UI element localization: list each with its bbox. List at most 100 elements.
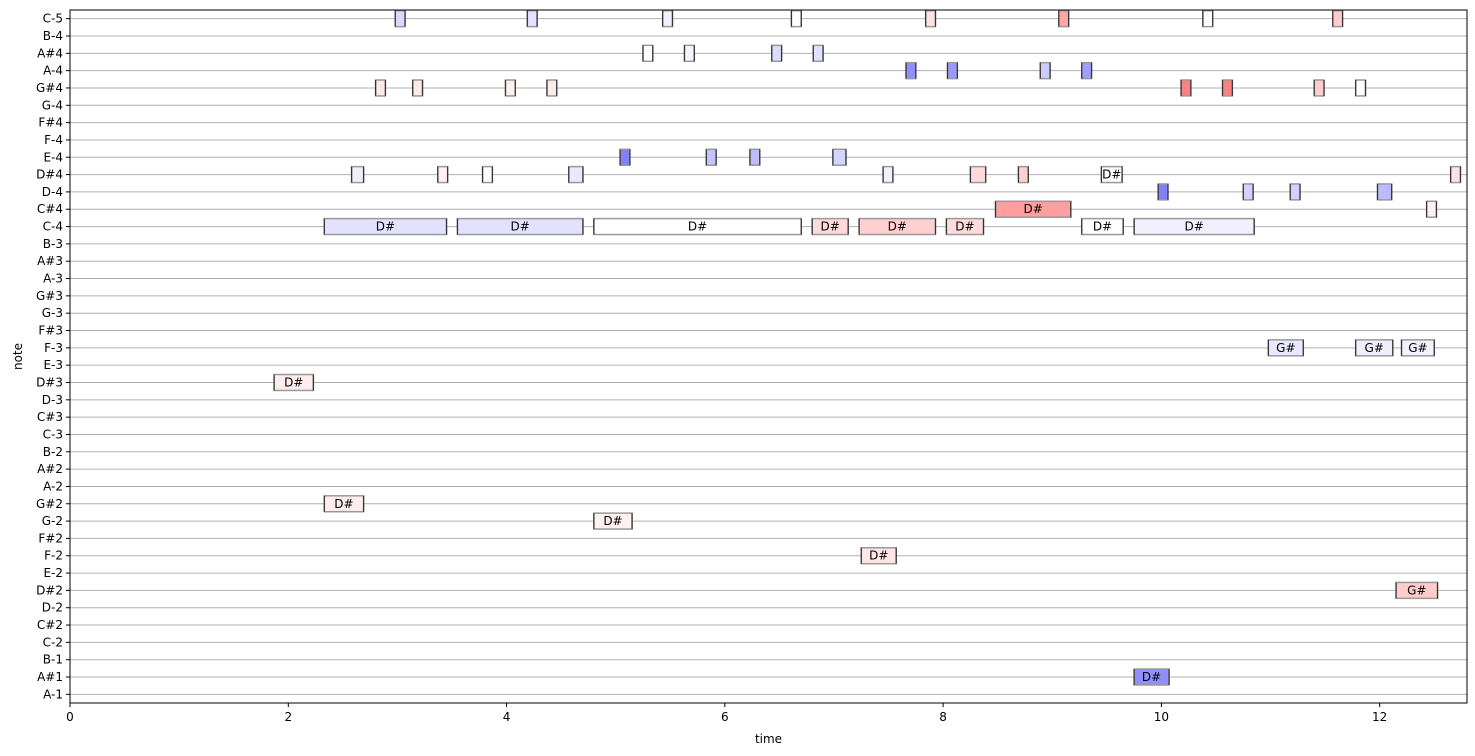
y-tick-label: A-1: [43, 687, 63, 701]
note-block: [705, 148, 717, 166]
y-tick-label: G-3: [42, 306, 63, 320]
note-block: [1376, 183, 1393, 201]
y-tick-label: D-4: [42, 185, 63, 199]
note-block: [1313, 79, 1325, 97]
y-tick-label: C#2: [37, 618, 63, 632]
y-tick-label: G-2: [42, 514, 63, 528]
y-tick-label: A#2: [37, 462, 63, 476]
note-block: [1039, 61, 1051, 80]
x-axis-label: time: [755, 732, 782, 746]
x-tick-label: 8: [939, 710, 947, 724]
note-block: [812, 44, 824, 63]
y-tick-label: A#1: [37, 670, 63, 684]
y-tick-label: E-4: [43, 150, 63, 164]
y-tick-label: C#4: [37, 202, 63, 216]
note-block: [437, 165, 449, 184]
y-tick-label: F-4: [44, 133, 63, 147]
note-block: [1449, 165, 1462, 184]
y-tick-label: G#3: [36, 289, 63, 303]
note-label: D#: [1142, 670, 1161, 684]
note-block: [905, 61, 917, 80]
note-label: D#: [1102, 168, 1121, 182]
note-label: D#: [1185, 220, 1204, 234]
y-tick-label: C-2: [43, 635, 63, 649]
y-tick-label: D#4: [36, 168, 63, 182]
note-block: [1425, 200, 1438, 218]
note-block: [1354, 79, 1367, 97]
y-tick-label: F#3: [38, 324, 63, 338]
x-tick-label: 10: [1154, 710, 1169, 724]
note-block: [771, 44, 783, 63]
note-label: D#: [511, 220, 530, 234]
note-label: G#: [1276, 341, 1295, 355]
note-block: [1157, 183, 1169, 201]
y-tick-label: D#3: [36, 375, 63, 389]
y-tick-label: C#3: [37, 410, 63, 424]
y-tick-label: F#4: [38, 116, 63, 130]
y-tick-label: D#2: [36, 583, 63, 597]
note-block: [946, 61, 959, 80]
y-tick-label: C-4: [43, 220, 63, 234]
y-tick-label: A#4: [37, 46, 63, 60]
note-block: [481, 165, 494, 184]
note-block: [1058, 9, 1070, 28]
y-tick-label: B-4: [43, 29, 63, 43]
y-tick-label: E-2: [43, 566, 63, 580]
note-label: D#: [821, 220, 840, 234]
note-block: [504, 79, 517, 97]
x-axis-ticks: 0 2 4 6 8 10 12: [66, 703, 1387, 724]
plot-frame: [69, 9, 1468, 704]
x-tick-label: 12: [1372, 710, 1387, 724]
note-label: D#: [869, 549, 888, 563]
note-block: [661, 9, 674, 28]
note-block: [1332, 9, 1344, 28]
note-block: [546, 79, 558, 97]
y-tick-label: B-1: [43, 653, 63, 667]
notes: [273, 9, 1462, 686]
note-block: [1242, 183, 1254, 201]
y-tick-label: C-5: [43, 12, 63, 26]
note-block: [1180, 79, 1192, 97]
note-block: [350, 165, 365, 184]
y-tick-label: F#2: [38, 531, 63, 545]
y-tick-label: B-2: [43, 445, 63, 459]
note-block: [619, 148, 631, 166]
note-block: [526, 9, 538, 28]
x-tick-label: 6: [721, 710, 729, 724]
note-block: [790, 9, 802, 28]
note-block: [1017, 165, 1030, 184]
note-label: D#: [888, 220, 907, 234]
y-tick-label: G#4: [36, 81, 63, 95]
y-tick-label: A-4: [43, 64, 63, 78]
note-label: G#: [1365, 341, 1384, 355]
grid-lines: [70, 18, 1467, 695]
note-block: [832, 148, 847, 166]
note-block: [1202, 9, 1214, 28]
x-tick-label: 0: [66, 710, 74, 724]
note-block: [568, 165, 584, 184]
y-tick-label: F-2: [44, 549, 63, 563]
y-tick-label: A-2: [43, 479, 63, 493]
note-label: D#: [1093, 220, 1112, 234]
note-block: [1221, 79, 1234, 97]
note-block: [642, 44, 654, 63]
note-block: [1289, 183, 1301, 201]
note-label: D#: [284, 375, 303, 389]
note-block: [1080, 61, 1093, 80]
note-label: D#: [376, 220, 395, 234]
note-block: [882, 165, 894, 184]
note-block: [683, 44, 696, 63]
note-block: [411, 79, 424, 97]
note-block: [969, 165, 987, 184]
y-tick-label: G#2: [36, 497, 63, 511]
note-block: [374, 79, 387, 97]
note-labels: D# D# D# D# D# D# D# D# D# D# G# G# G# D# D# D# D# G# D#: [284, 168, 1427, 684]
y-tick-label: A#3: [37, 254, 63, 268]
x-tick-label: 2: [284, 710, 292, 724]
y-tick-label: E-3: [43, 358, 63, 372]
note-label: D#: [603, 514, 622, 528]
y-tick-label: D-3: [42, 393, 63, 407]
y-tick-label: D-2: [42, 601, 63, 615]
y-tick-label: F-3: [44, 341, 63, 355]
